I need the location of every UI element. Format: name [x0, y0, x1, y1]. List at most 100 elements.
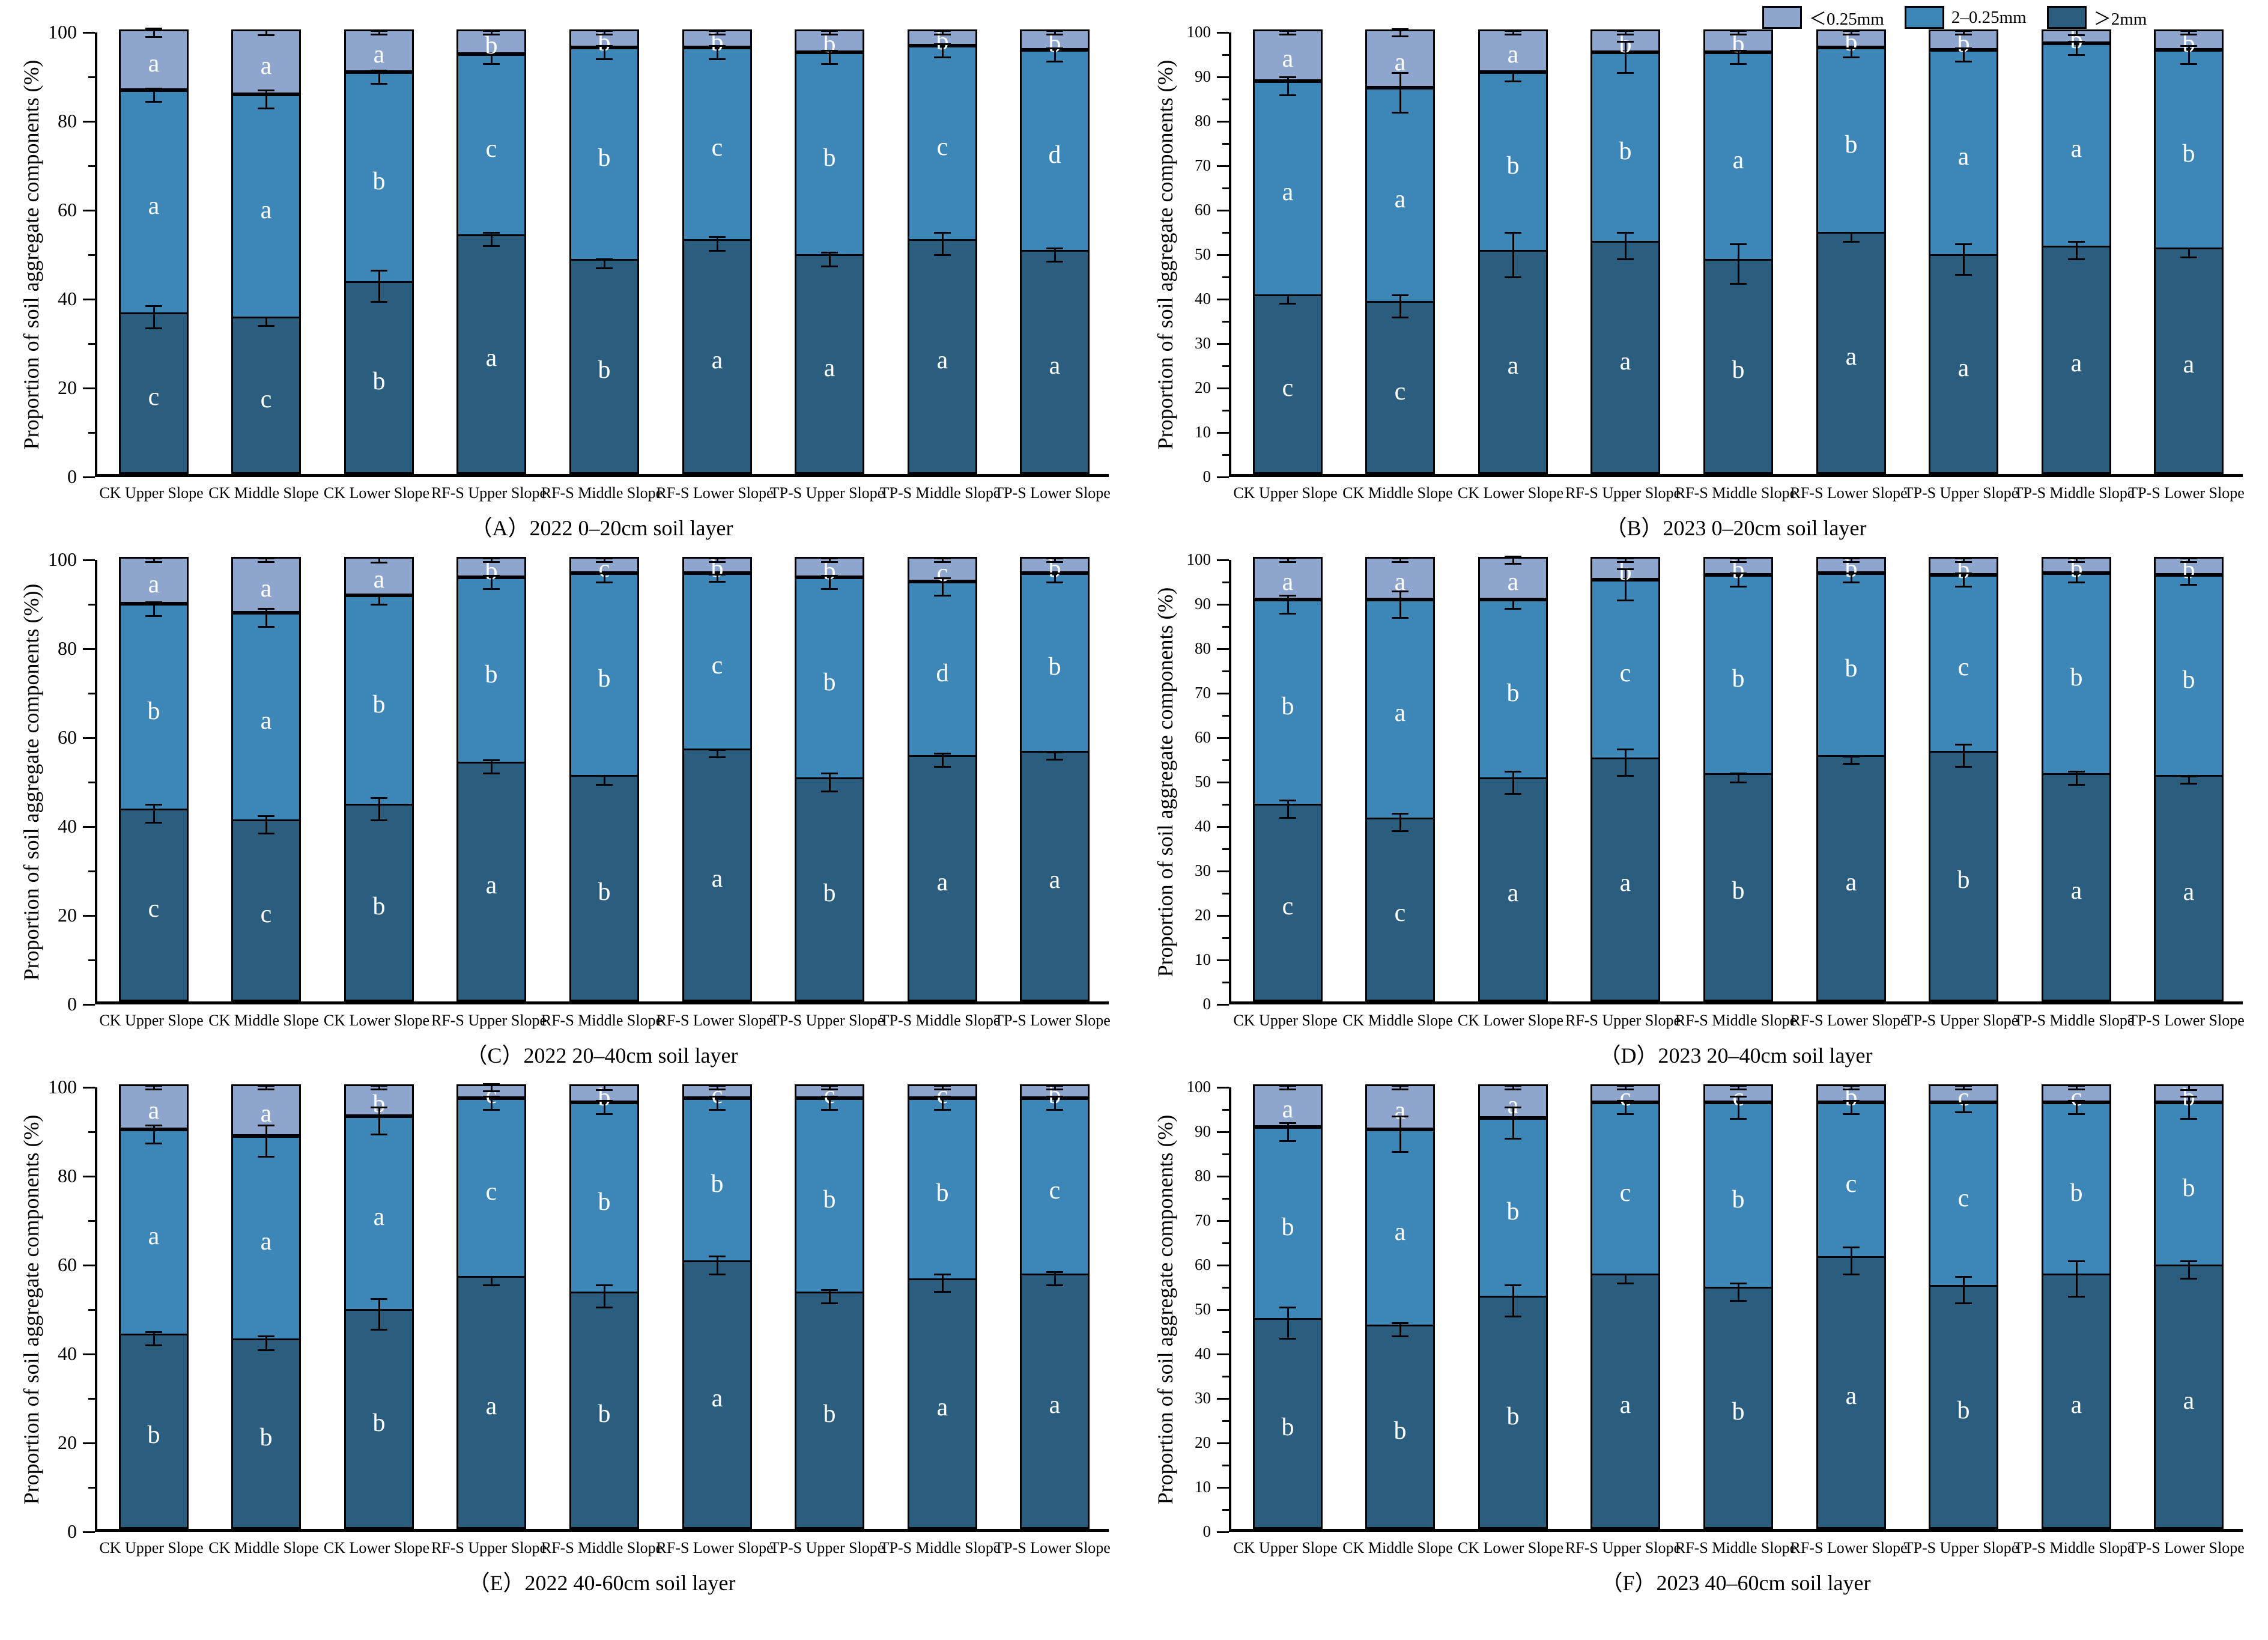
significance-letter: b [372, 367, 386, 395]
x-category-label: TP-S Upper Slope [769, 1012, 885, 1029]
error-bar-cap [145, 305, 162, 308]
error-bar-cap [1046, 751, 1063, 753]
y-minor-tick [1222, 893, 1229, 894]
y-minor-tick [88, 604, 95, 606]
y-minor-tick [1222, 1331, 1229, 1333]
x-category-label: TP-S Middle Slope [879, 484, 1001, 502]
stacked-bar [908, 1084, 977, 1529]
error-bar-cap [2180, 776, 2197, 778]
error-bar-cap [1730, 586, 1747, 588]
error-bar-line [2188, 46, 2190, 64]
bar-segment-gt2mm [1022, 250, 1088, 472]
error-bar-cap [709, 58, 726, 61]
x-category-label: TP-S Middle Slope [2013, 484, 2135, 502]
y-minor-tick [1222, 670, 1229, 672]
error-bar-line [1963, 1102, 1965, 1112]
bar-segment-gt2mm [233, 1338, 299, 1527]
significance-letter: b [936, 1179, 949, 1207]
error-bar-cap [934, 232, 951, 234]
error-bar-cap [2180, 1278, 2197, 1280]
significance-letter: b [598, 1400, 611, 1428]
error-bar-cap [2180, 583, 2197, 586]
error-bar-cap [2068, 1100, 2085, 1102]
y-major-tick [83, 915, 95, 917]
error-bar-line [717, 31, 718, 34]
x-category-label: TP-S Upper Slope [769, 1539, 885, 1556]
error-bar-line [604, 1101, 605, 1114]
error-bar-cap [483, 1095, 500, 1098]
error-bar-line [1287, 595, 1289, 613]
error-bar-cap [1730, 33, 1747, 35]
error-bar-cap [1955, 33, 1972, 35]
bar-segment-gt2mm [1480, 250, 1546, 472]
significance-letter: c [1619, 1083, 1631, 1111]
error-bar-cap [1955, 572, 1972, 575]
error-bar-line [491, 1276, 493, 1286]
significance-letter: c [148, 894, 160, 923]
error-bar-cap [1843, 1273, 1860, 1275]
significance-letter: a [1732, 146, 1744, 174]
error-bar-line [1738, 558, 1739, 562]
error-bar-cap [821, 62, 838, 65]
significance-letter: b [1732, 1398, 1745, 1426]
error-bar-cap [1730, 782, 1747, 783]
significance-letter: b [372, 690, 386, 718]
chart-title: （C）2022 20–40cm soil layer [465, 1043, 738, 1068]
significance-letter: b [485, 660, 498, 688]
bar-segment-gt2mm [2043, 1274, 2109, 1527]
y-minor-tick [1222, 1242, 1229, 1244]
stacked-bar [456, 1084, 526, 1529]
error-bar-line [1054, 1096, 1056, 1110]
y-major-tick [1217, 165, 1229, 167]
bar-segment-2-025mm [1930, 1102, 1997, 1285]
significance-letter: b [823, 1185, 836, 1213]
error-bar-cap [596, 572, 613, 575]
y-minor-tick [88, 343, 95, 345]
error-bar-cap [1730, 557, 1747, 560]
significance-letter: a [1619, 869, 1631, 897]
error-bar-line [265, 1336, 267, 1350]
error-bar-cap [1730, 572, 1747, 575]
error-bar-cap [145, 327, 162, 330]
significance-letter: b [598, 356, 611, 384]
error-bar-cap [934, 1273, 951, 1275]
significance-letter: b [372, 167, 386, 195]
stacked-bar [1020, 557, 1090, 1001]
stacked-bar [456, 557, 526, 1001]
error-bar-cap [1046, 1271, 1063, 1274]
significance-letter: b [1732, 877, 1745, 905]
significance-letter: a [1282, 568, 1294, 596]
x-category-label: CK Lower Slope [323, 1539, 430, 1556]
error-bar-line [491, 558, 493, 562]
y-major-tick [1217, 604, 1229, 606]
bar-segment-2-025mm [1818, 47, 1884, 232]
bar-segment-2-025mm [1930, 50, 1997, 255]
y-major-tick [1217, 1176, 1229, 1177]
error-bar-cap [709, 756, 726, 758]
bar-segment-gt2mm [1022, 1274, 1088, 1527]
error-bar-cap [1046, 1088, 1063, 1090]
y-major-tick [83, 648, 95, 650]
x-category-label: CK Lower Slope [323, 484, 430, 502]
chart-panel-E: Proportion of soil aggregate components … [5, 1056, 1134, 1595]
bar-segment-gt2mm [1592, 1274, 1658, 1527]
error-bar-cap [1617, 557, 1634, 560]
error-bar-line [1399, 294, 1401, 317]
x-category-label: TP-S Middle Slope [2013, 1539, 2135, 1556]
y-major-tick [1217, 826, 1229, 828]
y-minor-tick [1222, 626, 1229, 628]
significance-letter: a [1282, 45, 1294, 73]
error-bar-line [1512, 556, 1514, 563]
error-bar-line [1851, 1247, 1852, 1274]
y-minor-tick [88, 1220, 95, 1222]
error-bar-cap [2180, 1117, 2197, 1120]
error-bar-line [1287, 31, 1289, 34]
error-bar-cap [2180, 557, 2197, 560]
significance-letter: b [598, 664, 611, 693]
error-bar-cap [2180, 30, 2197, 32]
error-bar-cap [1617, 568, 1634, 570]
error-bar-cap [483, 245, 500, 248]
stacked-bar [119, 557, 189, 1001]
significance-letter: a [2070, 350, 2082, 378]
error-bar-cap [1617, 560, 1634, 563]
